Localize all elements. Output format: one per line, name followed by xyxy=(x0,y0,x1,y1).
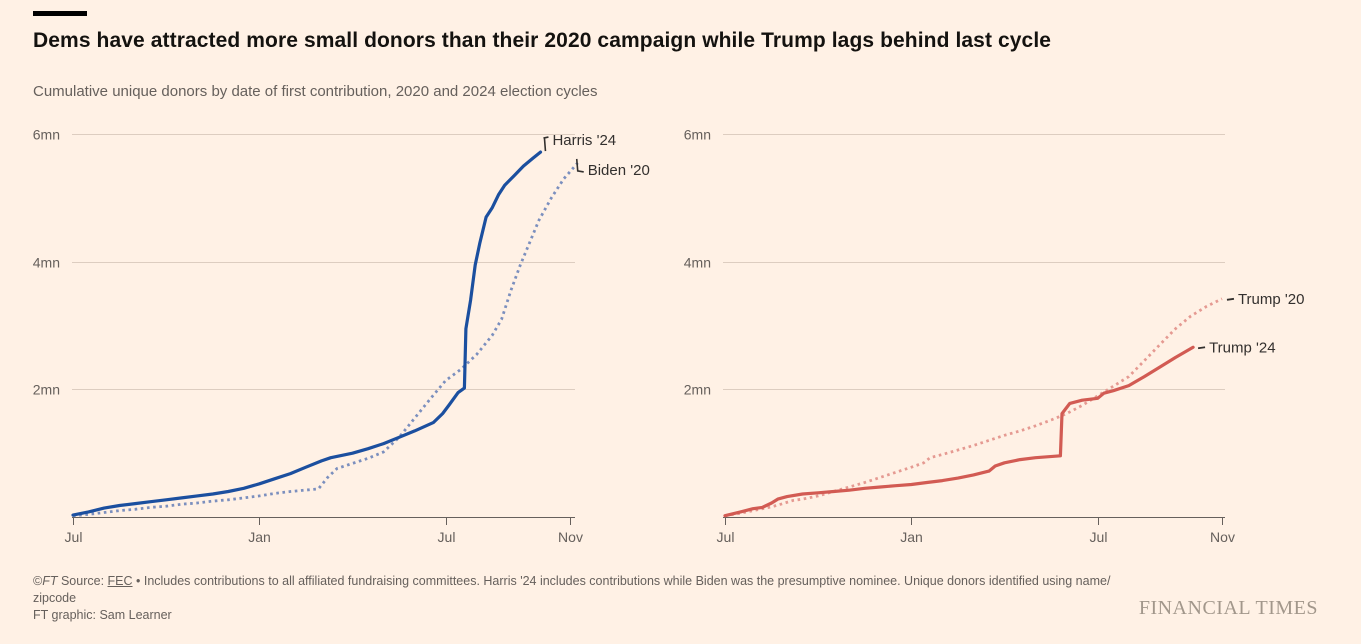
series-line-biden-20 xyxy=(72,161,579,518)
series-label-biden-20: Biden '20 xyxy=(588,162,650,179)
y-tick-label: 2mn xyxy=(33,382,60,398)
y-tick-label: 6mn xyxy=(684,127,711,143)
label-connector xyxy=(1226,297,1235,301)
copyright-ft: FT xyxy=(42,574,58,588)
series-line-harris-24 xyxy=(71,150,543,517)
x-tick-label: Nov xyxy=(1210,529,1235,545)
x-tick-label: Jul xyxy=(65,529,83,545)
page-title: Dems have attracted more small donors th… xyxy=(33,29,1052,52)
footer-note-text: • Includes contributions to all affiliat… xyxy=(132,574,1111,588)
series-label-trump-20: Trump '20 xyxy=(1238,291,1305,308)
footer-note: ©FT Source: FEC • Includes contributions… xyxy=(33,573,1153,624)
label-connector xyxy=(1197,346,1206,350)
label-connector xyxy=(543,136,549,152)
financial-times-wordmark: FINANCIAL TIMES xyxy=(1138,597,1318,619)
x-tick-label: Jan xyxy=(248,529,271,545)
series-label-harris-24: Harris '24 xyxy=(552,132,616,149)
chart-panel-0: 2mn 4mn 6mn Jul Jan Jul Nov Harris '24 Biden '20 xyxy=(33,127,650,546)
label-connector xyxy=(575,158,584,173)
chart-panel-1: 2mn 4mn 6mn Jul Jan Jul Nov Trump '20 Trump '24 xyxy=(684,127,1305,546)
x-tick-label: Jan xyxy=(900,529,923,545)
x-tick-label: Jul xyxy=(717,529,735,545)
ft-topper-bar xyxy=(33,11,87,16)
copyright-symbol: © xyxy=(33,574,43,588)
series-line-trump-20 xyxy=(724,297,1223,518)
series-label-trump-24: Trump '24 xyxy=(1209,339,1276,356)
footer-line-2: zipcode xyxy=(33,591,77,605)
series-line-trump-24 xyxy=(723,345,1195,518)
x-tick-label: Jul xyxy=(1090,529,1108,545)
x-tick-label: Nov xyxy=(558,529,583,545)
y-tick-label: 4mn xyxy=(33,255,60,271)
source-link-fec[interactable]: FEC xyxy=(107,574,133,588)
x-tick-label: Jul xyxy=(438,529,456,545)
source-label: Source: xyxy=(57,574,108,588)
y-tick-label: 2mn xyxy=(684,382,711,398)
y-tick-label: 6mn xyxy=(33,127,60,143)
chart-subtitle: Cumulative unique donors by date of firs… xyxy=(33,83,598,100)
footer-line-1: ©FT Source: FEC • Includes contributions… xyxy=(33,573,1153,590)
footer-credit: FT graphic: Sam Learner xyxy=(33,608,172,622)
y-tick-label: 4mn xyxy=(684,255,711,271)
